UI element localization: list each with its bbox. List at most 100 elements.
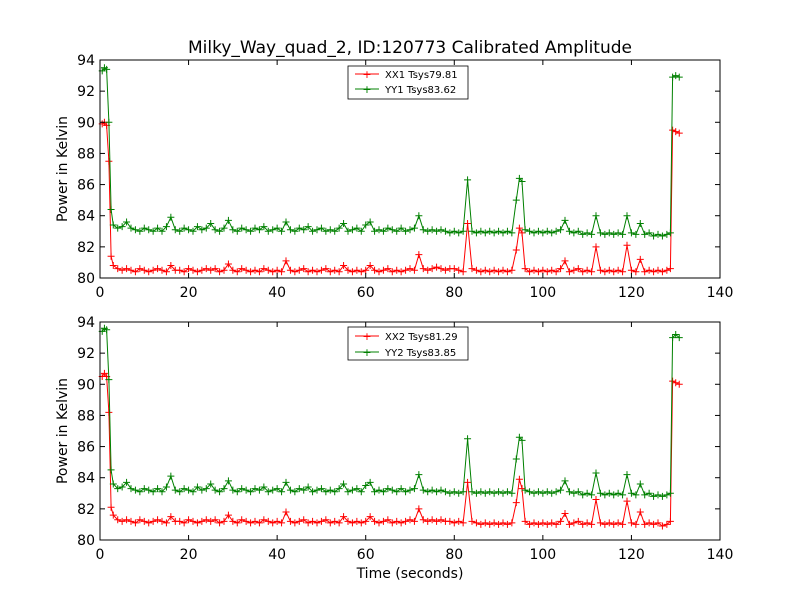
bottom-chart-series-1-point — [131, 486, 139, 494]
top-chart-series-0-point — [185, 265, 193, 273]
top-chart-series-0-point — [495, 268, 503, 276]
bottom-chart-series-0-point — [468, 517, 476, 525]
bottom-chart-x-tick-label: 100 — [529, 547, 556, 563]
top-chart-series-0-point — [193, 268, 201, 276]
top-chart-series-1-point — [503, 227, 511, 235]
top-chart-series-1-point — [136, 227, 144, 235]
bottom-chart-series-1-point — [574, 488, 582, 496]
top-chart-series-0-point — [176, 266, 184, 274]
top-chart-series-0-point — [158, 266, 166, 274]
top-chart-series-1-point — [357, 227, 365, 235]
bottom-chart-series-1-point — [282, 478, 290, 486]
top-chart-series-0-line — [101, 121, 680, 273]
top-chart-plot-frame — [99, 59, 721, 279]
bottom-chart-series-1-point — [512, 455, 520, 463]
top-chart-series-0-point — [658, 268, 666, 276]
bottom-chart-series-1-point — [375, 486, 383, 494]
bottom-chart-series-1-point — [503, 488, 511, 496]
bottom-chart-series-1-point — [419, 486, 427, 494]
bottom-chart-series-0-point — [393, 517, 401, 525]
bottom-chart-series-0-point — [269, 519, 277, 527]
bottom-chart-x-tick-label: 40 — [268, 547, 286, 563]
bottom-chart-series-1-point — [402, 488, 410, 496]
bottom-chart-series-1-point — [641, 491, 649, 499]
top-chart-series-1-point — [410, 224, 418, 232]
bottom-chart-series-1-point — [388, 486, 396, 494]
top-chart-legend: + XX1 Tsys79.81 + YY1 Tsys83.62 — [347, 65, 469, 100]
bottom-chart-series-0-point — [140, 517, 148, 525]
bottom-chart-series-0-point — [273, 517, 281, 525]
bottom-chart-series-1-point — [459, 488, 467, 496]
bottom-chart-y-axis-label: Power in Kelvin — [55, 378, 71, 484]
bottom-chart-series-1-point — [286, 486, 294, 494]
bottom-chart-panel: 0 20 40 60 80 100 120 140 80 82 84 86 88 90 92 94 Power… — [55, 315, 733, 582]
bottom-chart-series-0-point — [565, 520, 573, 528]
bottom-chart-series-1-point — [162, 483, 170, 491]
bottom-chart-series-1-point — [424, 488, 432, 496]
top-chart-series-1-point — [508, 229, 516, 237]
top-chart-series-1-point — [588, 230, 596, 238]
bottom-chart-series-1-point — [309, 488, 317, 496]
bottom-chart-series-0-point — [180, 519, 188, 527]
bottom-chart-series-1-point — [379, 488, 387, 496]
top-chart-series-0-point — [309, 266, 317, 274]
top-chart-series-1-point — [583, 229, 591, 237]
bottom-chart-series-0-point — [610, 520, 618, 528]
top-chart-series-1-point — [614, 229, 622, 237]
top-chart-series-0-point — [619, 268, 627, 276]
bottom-chart-series-0-point — [477, 520, 485, 528]
bottom-chart-y-tick-label: 82 — [77, 502, 95, 518]
top-chart-series-0-point — [149, 266, 157, 274]
bottom-chart-series-0-point — [552, 520, 560, 528]
top-chart-series-1-point — [162, 223, 170, 231]
top-chart-series-1-point — [362, 221, 370, 229]
top-chart-series-0-point — [552, 268, 560, 276]
top-chart-series-1-point — [539, 229, 547, 237]
bottom-chart-series-0-point — [322, 516, 330, 524]
top-chart-y-tick-label: 80 — [77, 271, 95, 287]
bottom-chart-series-1-point — [251, 485, 259, 493]
top-chart-series-0-point — [291, 268, 299, 276]
top-chart-x-tick-label: 40 — [268, 285, 286, 301]
top-chart-series-1-point — [176, 227, 184, 235]
top-chart-x-tick-label: 140 — [707, 285, 734, 301]
bottom-chart-x-tick-label: 0 — [96, 547, 105, 563]
bottom-chart-axes: 0 20 40 60 80 100 120 140 80 82 84 86 88 90 92 94 — [77, 315, 733, 563]
bottom-chart-series-1-point — [481, 489, 489, 497]
top-chart-series-0-point — [269, 268, 277, 276]
top-chart-series-1-point — [366, 218, 374, 226]
top-chart-series-1-point — [331, 227, 339, 235]
bottom-chart-series-0-point — [362, 517, 370, 525]
top-chart-series-0-point — [114, 265, 122, 273]
bottom-chart-series-1-point — [171, 486, 179, 494]
bottom-chart-series-0-point — [433, 517, 441, 525]
top-chart-series-1-point — [605, 229, 613, 237]
bottom-chart-series-0-point — [127, 517, 135, 525]
bottom-chart-series-0-point — [472, 519, 480, 527]
bottom-chart-plot-frame — [99, 321, 721, 541]
top-chart-series-1-point — [636, 220, 644, 227]
bottom-chart-series-0-point — [464, 478, 472, 486]
bottom-chart-series-0-point — [198, 517, 206, 525]
top-chart-series-0-point — [202, 265, 210, 273]
top-chart-series-1-point — [278, 227, 286, 235]
top-chart-series-1-point — [632, 230, 640, 238]
bottom-chart-series-0-point — [596, 519, 604, 527]
bottom-chart-series-0-point — [366, 513, 374, 521]
bottom-chart-series-0-point — [154, 516, 162, 524]
top-chart-series-1-point — [340, 220, 348, 227]
top-chart-series-1-point — [472, 229, 480, 237]
top-chart-x-tick-label: 120 — [618, 285, 645, 301]
top-chart-series-0-point — [632, 268, 640, 276]
top-chart-series-1-point — [481, 229, 489, 237]
bottom-chart-y-tick-label: 80 — [77, 533, 95, 549]
bottom-chart-series-0-point — [623, 497, 631, 505]
top-chart-series-1-point — [592, 212, 600, 220]
top-chart-series-0-point — [583, 266, 591, 274]
bottom-chart-series-1-point — [658, 492, 666, 500]
bottom-chart-series-0 — [98, 369, 683, 530]
bottom-chart-legend-label-yy2: YY2 Tsys83.85 — [384, 348, 456, 359]
bottom-chart-series-1-point — [127, 485, 135, 493]
top-chart-series-1-point — [574, 227, 582, 235]
top-chart-series-1-point — [579, 230, 587, 238]
